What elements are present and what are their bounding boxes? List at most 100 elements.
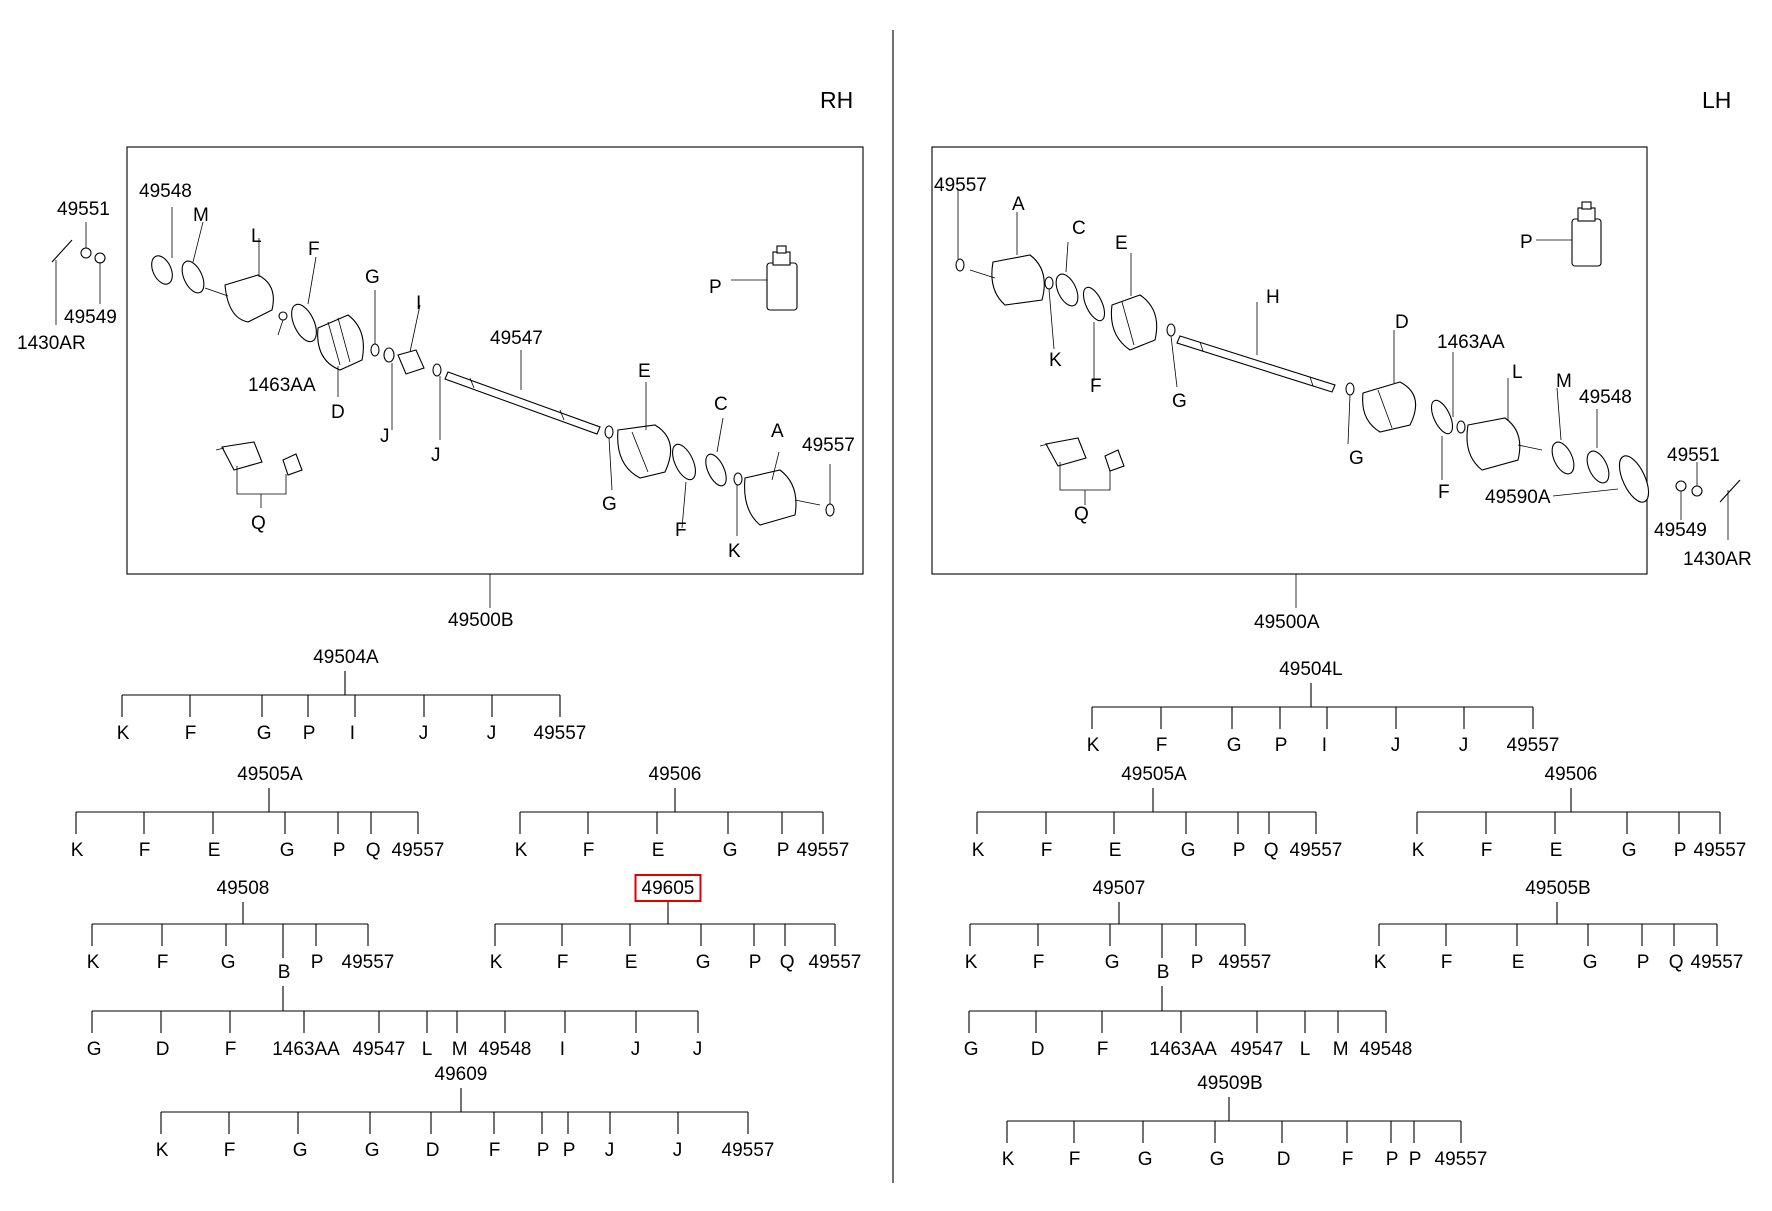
kit-part-label: 49557 <box>1219 952 1272 973</box>
kit-part-label: F <box>1041 840 1053 861</box>
kit-code: 49609 <box>435 1064 488 1085</box>
lh-callout: G <box>1172 391 1187 412</box>
kit-part-label: 49557 <box>1435 1149 1488 1170</box>
kit-tree: 49605 K F E G P Q 49557 <box>490 874 861 973</box>
kit-part-label: 49557 <box>1290 840 1343 861</box>
rh-callout: F <box>675 520 687 541</box>
kit-code: 49505A <box>1121 764 1187 785</box>
lh-callout: H <box>1266 287 1280 308</box>
lh-callout: 49590A <box>1485 487 1551 508</box>
rh-side-label: RH <box>820 87 853 113</box>
kit-part-label: K <box>156 1140 169 1161</box>
kit-part-label: P <box>1637 952 1650 973</box>
kit-part-label: F <box>1441 952 1453 973</box>
kit-part-label: J <box>673 1140 683 1161</box>
kit-part-label: J <box>631 1039 641 1060</box>
kit-part-label: G <box>1227 735 1242 756</box>
kit-code: 49509B <box>1197 1073 1263 1094</box>
rh-callout: F <box>308 239 320 260</box>
kit-part-label: K <box>490 952 503 973</box>
rh-callout: L <box>251 226 262 247</box>
lh-callout: M <box>1556 371 1572 392</box>
kit-part-label: P <box>1409 1149 1422 1170</box>
kit-part-label: F <box>225 1039 237 1060</box>
kit-part-label: J <box>693 1039 703 1060</box>
kit-code: 49505B <box>1525 878 1591 899</box>
kit-code: 49504A <box>313 647 379 668</box>
kit-part-label: D <box>1031 1039 1045 1060</box>
kit-part-label: K <box>1087 735 1100 756</box>
kit-part-label: G <box>1583 952 1598 973</box>
kit-part-label: 49557 <box>1691 952 1744 973</box>
kit-part-label: K <box>1374 952 1387 973</box>
rh-callout: 49548 <box>139 181 192 202</box>
rh-callout: M <box>193 205 209 226</box>
rh-callout: 49547 <box>490 328 543 349</box>
rh-callout: J <box>431 445 441 466</box>
kit-code: 49506 <box>1545 764 1598 785</box>
lh-callout: 49551 <box>1667 445 1720 466</box>
kit-part-label: 49547 <box>1231 1039 1284 1060</box>
kit-part-label: G <box>1138 1149 1153 1170</box>
kit-part-label: K <box>1412 840 1425 861</box>
kit-part-label: G <box>257 723 272 744</box>
kit-part-label: P <box>537 1140 550 1161</box>
kit-tree: 49505A K F E G P Q 49557 <box>972 764 1343 861</box>
lh-callout: Q <box>1074 504 1089 525</box>
kit-tree: 49507 K F G P 49557 B G D F 1463AA 49547 L M 49548 <box>964 878 1413 1060</box>
kit-part-label: E <box>1550 840 1563 861</box>
kit-part-label: P <box>1275 735 1288 756</box>
kit-part-label: P <box>749 952 762 973</box>
kit-part-label: G <box>280 840 295 861</box>
kit-part-label: J <box>487 723 497 744</box>
kit-part-label: K <box>972 840 985 861</box>
kit-part-label: J <box>1391 735 1401 756</box>
kit-part-label: P <box>1233 840 1246 861</box>
kit-highlight-box <box>634 874 702 902</box>
kit-part-label: F <box>1342 1149 1354 1170</box>
lh-assembly-frame <box>931 146 1648 575</box>
kit-code: 49507 <box>1093 878 1146 899</box>
kit-part-label: 49557 <box>1507 735 1560 756</box>
kit-part-label: F <box>489 1140 501 1161</box>
kit-part-label: P <box>563 1140 576 1161</box>
lh-side-label: LH <box>1702 87 1731 113</box>
kit-part-label: K <box>117 723 130 744</box>
kit-part-label: K <box>71 840 84 861</box>
kit-part-label: J <box>1459 735 1469 756</box>
rh-shaft-diagram: 49548 M L F G I 49547 E C A 49557 P 1463… <box>17 146 864 631</box>
kit-part-label: J <box>605 1140 615 1161</box>
kit-part-label: P <box>311 952 324 973</box>
kit-code: 49508 <box>217 878 270 899</box>
lh-callout: 49548 <box>1579 387 1632 408</box>
lh-callout: C <box>1072 218 1086 239</box>
lh-callout: P <box>1520 232 1533 253</box>
kit-part-label: 49548 <box>1360 1039 1413 1060</box>
rh-callout: C <box>714 394 728 415</box>
lh-callout: F <box>1438 482 1450 503</box>
rh-callout: 1463AA <box>248 375 316 396</box>
rh-callout: 49551 <box>57 199 110 220</box>
rh-callout: 49557 <box>802 435 855 456</box>
rh-leaders <box>55 207 831 608</box>
kit-part-label: M <box>452 1039 468 1060</box>
kit-part-label: 49557 <box>797 840 850 861</box>
kit-part-label: G <box>365 1140 380 1161</box>
rh-callout: P <box>709 277 722 298</box>
kit-part-label: G <box>696 952 711 973</box>
kit-part-label: 1463AA <box>1149 1039 1217 1060</box>
lh-callout: G <box>1349 448 1364 469</box>
rh-callouts: 49548 M L F G I 49547 E C A 49557 P 1463… <box>17 181 855 562</box>
kit-part-label: D <box>1277 1149 1291 1170</box>
kit-tree: 49504A K F G P I J J 49557 <box>117 647 587 744</box>
kit-part-label: G <box>1622 840 1637 861</box>
kit-part-label: F <box>583 840 595 861</box>
kit-part-label: P <box>777 840 790 861</box>
kit-part-label: Q <box>1669 952 1684 973</box>
kit-tree: 49505A K F E G P Q 49557 <box>71 764 445 861</box>
rh-callout: J <box>380 426 390 447</box>
lh-callout: L <box>1512 362 1523 383</box>
kit-tree: 49609 K F G G D F P P J J 49557 <box>156 1064 775 1161</box>
